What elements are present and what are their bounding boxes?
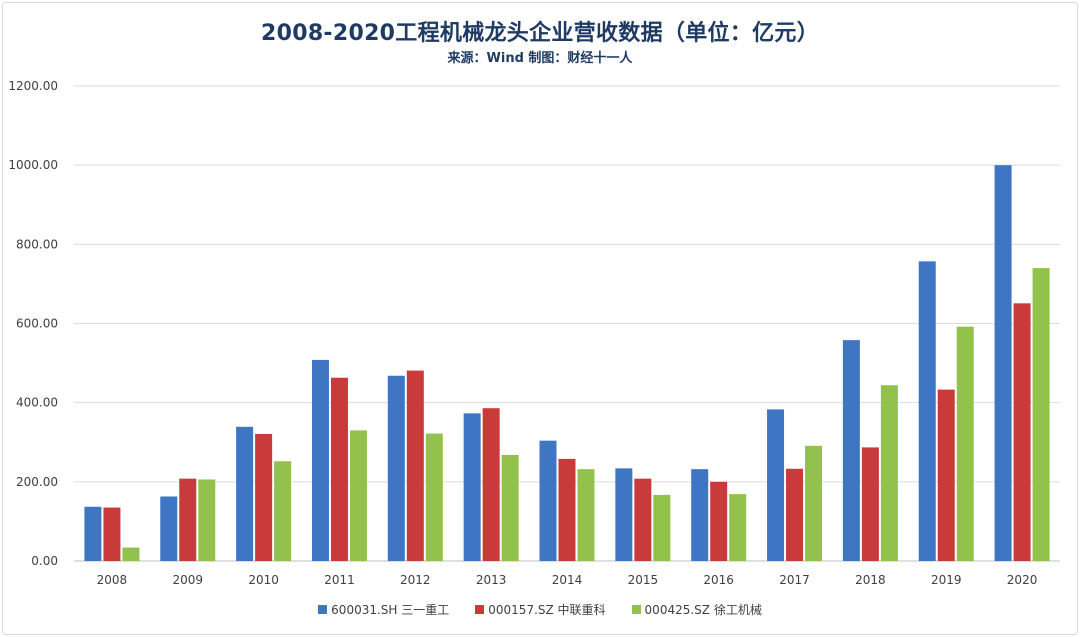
bar-2019-series-3 (956, 326, 974, 561)
bar-2010-series-3 (274, 461, 292, 561)
bars (84, 165, 1050, 561)
legend-swatch (631, 605, 641, 614)
x-tick-label: 2012 (400, 573, 431, 587)
bar-2016-series-2 (710, 481, 728, 561)
legend-label: 000157.SZ 中联重科 (488, 603, 606, 617)
bar-2010-series-1 (236, 426, 254, 561)
x-tick-label: 2017 (779, 573, 810, 587)
bar-2009-series-3 (198, 479, 216, 561)
bar-2018-series-1 (842, 340, 860, 561)
x-tick-label: 2018 (855, 573, 886, 587)
legend-label: 000425.SZ 徐工机械 (644, 603, 762, 617)
y-tick-label: 600.00 (16, 317, 58, 331)
bar-2018-series-2 (861, 447, 879, 561)
x-tick-label: 2011 (324, 573, 355, 587)
bar-2013-series-2 (482, 408, 500, 561)
y-tick-label: 1000.00 (8, 158, 58, 172)
legend-label: 600031.SH 三一重工 (331, 603, 450, 617)
bar-2020-series-3 (1032, 268, 1050, 561)
bar-2016-series-3 (729, 494, 747, 561)
bar-2014-series-3 (577, 469, 595, 561)
axes: 0.00 200.00 400.00 600.00 800.00 1000.00 1200.… (8, 79, 1037, 587)
bar-2014-series-2 (558, 458, 576, 561)
bar-2017-series-1 (767, 409, 785, 561)
bar-2008-series-3 (122, 547, 140, 561)
bar-2017-series-2 (786, 468, 804, 561)
bar-2011-series-3 (349, 430, 367, 561)
x-tick-label: 2013 (476, 573, 507, 587)
bar-2015-series-2 (634, 478, 652, 561)
bar-2015-series-3 (653, 494, 671, 561)
bar-2010-series-2 (255, 433, 273, 561)
bar-2008-series-2 (103, 507, 121, 561)
bar-2016-series-1 (691, 469, 709, 561)
bar-2011-series-1 (311, 359, 329, 561)
bar-2008-series-1 (84, 506, 102, 561)
x-tick-label: 2015 (628, 573, 659, 587)
legend-item: 000157.SZ 中联重科 (475, 601, 606, 618)
bar-2014-series-1 (539, 440, 557, 561)
bar-2011-series-2 (330, 377, 348, 561)
bar-2012-series-1 (387, 375, 405, 561)
x-tick-label: 2020 (1007, 573, 1038, 587)
y-tick-label: 200.00 (16, 475, 58, 489)
bar-2009-series-1 (160, 496, 178, 561)
y-tick-label: 0.00 (31, 554, 58, 568)
bar-2020-series-1 (994, 165, 1012, 561)
bar-2018-series-3 (880, 385, 898, 561)
bar-2019-series-2 (937, 389, 955, 561)
chart-legend: 600031.SH 三一重工 000157.SZ 中联重科 000425.SZ 徐工… (0, 601, 1080, 618)
legend-swatch (318, 605, 328, 614)
legend-item: 000425.SZ 徐工机械 (631, 601, 762, 618)
bar-2009-series-2 (179, 478, 197, 561)
y-tick-label: 1200.00 (8, 79, 58, 93)
legend-item: 600031.SH 三一重工 (318, 601, 449, 618)
x-tick-label: 2009 (172, 573, 203, 587)
y-tick-label: 400.00 (16, 396, 58, 410)
chart-title: 2008-2020工程机械龙头企业营收数据（单位：亿元） (261, 21, 819, 46)
bar-2012-series-2 (406, 370, 424, 561)
bar-2019-series-1 (918, 261, 936, 561)
x-tick-label: 2008 (97, 573, 128, 587)
bar-2013-series-3 (501, 454, 519, 561)
chart-subtitle: 来源：Wind 制图：财经十一人 (447, 51, 633, 66)
bar-2020-series-2 (1013, 303, 1031, 561)
x-tick-label: 2014 (552, 573, 583, 587)
bar-2015-series-1 (615, 468, 633, 561)
x-tick-label: 2010 (248, 573, 279, 587)
bar-2013-series-1 (463, 413, 481, 561)
bar-2012-series-3 (425, 433, 443, 561)
x-tick-label: 2016 (703, 573, 734, 587)
y-tick-label: 800.00 (16, 237, 58, 251)
bar-2017-series-3 (805, 445, 823, 561)
legend-swatch (475, 605, 485, 614)
x-tick-label: 2019 (931, 573, 962, 587)
